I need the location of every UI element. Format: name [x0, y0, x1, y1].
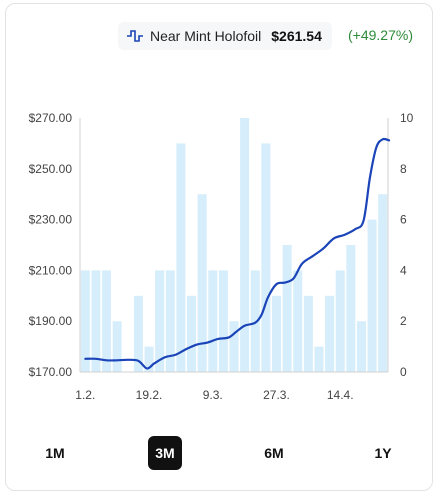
- volume-bar: [155, 270, 165, 372]
- volume-bar: [80, 270, 90, 372]
- right-axis: 0 2 4 6 8 10: [387, 111, 414, 379]
- pulse-icon: [127, 30, 143, 42]
- volume-bar: [176, 143, 186, 372]
- volume-bar: [335, 270, 345, 372]
- variant-price-pill[interactable]: Near Mint Holofoil $261.54: [118, 22, 332, 50]
- volume-bars: [80, 118, 388, 372]
- x-tick-label: 19.2.: [136, 388, 163, 402]
- right-tick-label: 10: [400, 111, 414, 125]
- x-axis: 1.2. 19.2. 9.3. 27.3. 14.4.: [75, 371, 388, 402]
- left-tick-label: $190.00: [29, 314, 73, 328]
- volume-bar: [144, 346, 154, 372]
- volume-bar: [112, 321, 122, 372]
- volume-bar: [261, 143, 271, 372]
- variant-label: Near Mint Holofoil: [150, 28, 262, 44]
- left-tick-label: $170.00: [29, 365, 73, 379]
- right-tick-label: 0: [400, 365, 407, 379]
- volume-bar: [367, 219, 377, 372]
- volume-bar: [102, 270, 112, 372]
- volume-bar: [282, 245, 292, 372]
- volume-bar: [271, 295, 281, 372]
- volume-bar: [250, 270, 260, 372]
- volume-bar: [133, 295, 143, 372]
- price-history-card: [5, 3, 433, 491]
- x-tick-label: 1.2.: [75, 388, 95, 402]
- volume-bar: [91, 270, 101, 372]
- x-tick-label: 14.4.: [327, 388, 354, 402]
- right-tick-label: 2: [400, 314, 407, 328]
- x-tick-label: 9.3.: [203, 388, 223, 402]
- right-tick-label: 4: [400, 263, 407, 277]
- volume-bar: [197, 194, 207, 372]
- range-selector: 1M 3M 6M 1Y: [0, 436, 440, 472]
- volume-bar: [240, 118, 250, 372]
- price-line: [84, 137, 391, 370]
- range-button-6m[interactable]: 6M: [264, 445, 284, 461]
- volume-bar: [325, 295, 335, 372]
- current-price: $261.54: [271, 28, 322, 44]
- volume-bar: [356, 321, 366, 372]
- x-tick-label: 27.3.: [263, 388, 290, 402]
- left-tick-label: $270.00: [29, 111, 73, 125]
- volume-bar: [218, 270, 228, 372]
- left-tick-label: $230.00: [29, 213, 73, 227]
- volume-bar: [378, 194, 388, 372]
- volume-bar: [314, 346, 324, 372]
- volume-bar: [165, 270, 175, 372]
- volume-bar: [229, 321, 239, 372]
- volume-bar: [293, 270, 303, 372]
- price-volume-chart: $170.00 $190.00 $210.00 $230.00 $250.00 $270.…: [29, 111, 414, 402]
- left-axis: $170.00 $190.00 $210.00 $230.00 $250.00 $270.…: [29, 111, 81, 379]
- right-tick-label: 6: [400, 213, 407, 227]
- price-change: (+49.27%): [348, 27, 413, 43]
- volume-bar: [346, 245, 356, 372]
- range-button-1m[interactable]: 1M: [45, 445, 65, 461]
- left-tick-label: $210.00: [29, 263, 73, 277]
- right-tick-label: 8: [400, 162, 407, 176]
- volume-bar: [303, 295, 313, 372]
- volume-bar: [187, 295, 197, 372]
- range-button-3m[interactable]: 3M: [148, 436, 182, 470]
- left-tick-label: $250.00: [29, 162, 73, 176]
- range-button-1y[interactable]: 1Y: [374, 445, 392, 461]
- volume-bar: [208, 270, 218, 372]
